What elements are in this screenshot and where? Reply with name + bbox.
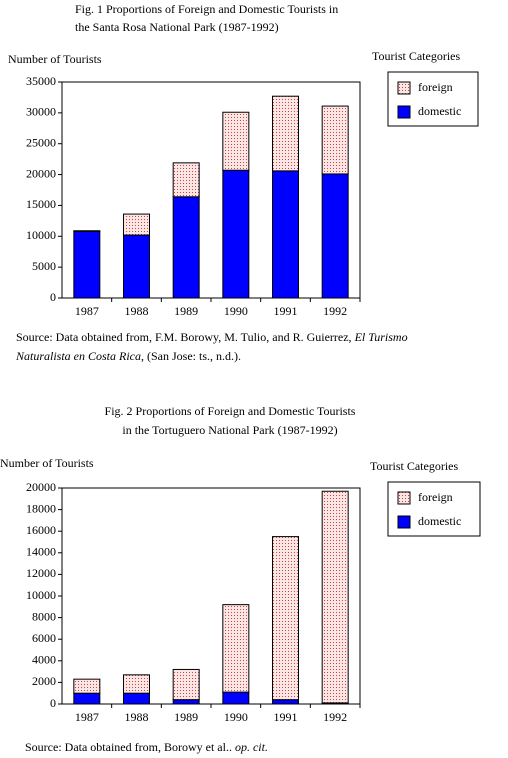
legend-swatch [397,491,411,505]
bar-segment [123,674,150,694]
x-tick-label: 1992 [323,304,347,318]
bar-segment [172,196,200,299]
x-tick-label: 1992 [323,710,347,724]
chart-title: Fig. 2 Proportions of Foreign and Domest… [105,404,356,418]
x-tick-label: 1987 [75,710,99,724]
legend-title: Tourist Categories [372,49,460,63]
bar-segment [123,692,150,705]
chart-title: Fig. 1 Proportions of Foreign and Domest… [75,2,338,16]
bar-segment [73,692,101,705]
source-title: op. cit. [235,740,268,754]
bar-segment [272,699,299,705]
x-tick-label: 1991 [274,304,298,318]
legend-swatch [397,105,411,119]
y-tick-label: 35000 [26,74,56,88]
y-tick-label: 6000 [32,631,56,645]
x-tick-label: 1991 [274,710,298,724]
y-axis-label: Number of Tourists [8,52,102,66]
legend-swatch [397,81,411,95]
y-tick-label: 5000 [32,259,56,273]
x-tick-label: 1989 [174,304,198,318]
bar-segment [321,490,349,704]
bar-segment [222,604,250,693]
y-tick-label: 4000 [32,653,56,667]
legend-title: Tourist Categories [370,459,458,473]
y-tick-label: 30000 [26,105,56,119]
y-tick-label: 15000 [26,197,56,211]
x-tick-label: 1989 [174,710,198,724]
x-tick-label: 1987 [75,304,99,318]
y-tick-label: 14000 [26,545,56,559]
legend-label: domestic [418,104,461,118]
x-tick-label: 1990 [224,710,248,724]
x-tick-label: 1988 [125,304,149,318]
y-tick-label: 8000 [32,609,56,623]
bar-segment [222,691,250,705]
source-note: Naturalista en Costa Rica, (San Jose: ts… [15,349,241,363]
bar-segment [272,536,299,701]
y-tick-label: 12000 [26,566,56,580]
chart-title: the Santa Rosa National Park (1987-1992) [75,20,279,34]
source-title: El Turismo [354,330,408,344]
y-tick-label: 16000 [26,523,56,537]
legend-swatch [397,515,411,529]
bar-segment [123,234,150,299]
source-text: Source: Data obtained from, F.M. Borowy,… [16,330,355,344]
x-tick-label: 1988 [125,710,149,724]
legend-label: foreign [418,490,453,504]
bar-segment [172,699,200,705]
bar-segment [73,678,101,694]
bar-segment [272,95,299,172]
bar-segment [172,162,200,198]
bar-segment [222,169,250,299]
y-axis-label: Number of Tourists [0,456,94,470]
y-tick-label: 0 [50,290,56,304]
y-tick-label: 20000 [26,480,56,494]
x-tick-label: 1990 [224,304,248,318]
bar-segment [222,111,250,171]
y-tick-label: 10000 [26,588,56,602]
bar-segment [73,230,101,232]
bar-segment [73,230,101,299]
y-tick-label: 25000 [26,135,56,149]
source-note: Source: Data obtained from, F.M. Borowy,… [16,330,408,344]
bar-segment [321,173,349,299]
y-tick-label: 2000 [32,674,56,688]
source-title: Naturalista en Costa Rica [15,349,141,363]
source-text: , (San Jose: ts., n.d.). [141,349,241,363]
legend-label: domestic [418,514,461,528]
chart-title: in the Tortuguero National Park (1987-19… [122,423,337,437]
bar-segment [321,105,349,175]
y-tick-label: 20000 [26,166,56,180]
source-text: Source: Data obtained from, Borowy et al… [25,740,235,754]
y-tick-label: 0 [50,696,56,710]
bar-segment [123,213,150,236]
y-tick-label: 18000 [26,501,56,515]
y-tick-label: 10000 [26,228,56,242]
bar-segment [172,668,200,701]
source-note: Source: Data obtained from, Borowy et al… [25,740,268,754]
legend-label: foreign [418,80,453,94]
bar-segment [272,170,299,299]
